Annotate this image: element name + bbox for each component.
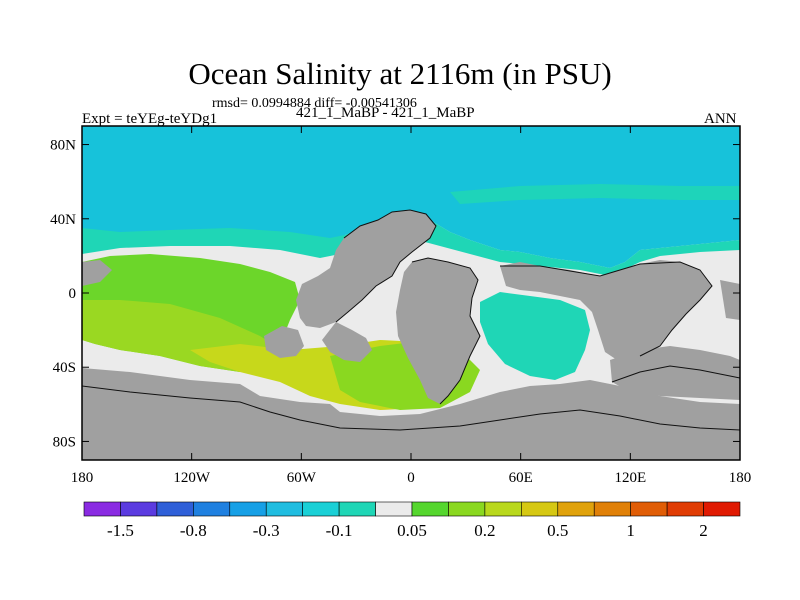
- colorbar-swatch: [83, 501, 121, 517]
- colorbar-label: 0.2: [474, 521, 495, 540]
- colorbar-swatch: [557, 501, 595, 517]
- x-tick-label: 180: [71, 470, 94, 486]
- colorbar-label: 0.5: [547, 521, 568, 540]
- colorbar-label: -0.1: [326, 521, 353, 540]
- colorbar-label: -0.8: [180, 521, 207, 540]
- axes: 180 120W 60W 0 60E 120E 180 80N 40N 0 40S 80S: [50, 126, 751, 486]
- x-tick-label: 120W: [173, 470, 211, 486]
- stats-label: rmsd= 0.0994884 diff= -0.00541306: [212, 96, 417, 111]
- colorbar-swatch: [265, 501, 303, 517]
- x-tick-label: 0: [407, 470, 415, 486]
- colorbar-swatch: [630, 501, 668, 517]
- colorbar-swatch: [338, 501, 376, 517]
- x-tick-label: 60E: [509, 470, 533, 486]
- colorbar-label: -1.5: [107, 521, 134, 540]
- colorbar-label: 1: [626, 521, 635, 540]
- colorbar: -1.5 -0.8 -0.3 -0.1 0.05 0.2 0.5 1 2: [83, 501, 741, 540]
- north-teal-band: [82, 214, 740, 276]
- colorbar-swatch: [229, 501, 267, 517]
- colorbar-swatch: [666, 501, 704, 517]
- land-mask: [82, 210, 740, 460]
- y-tick-label: 40N: [50, 212, 76, 228]
- x-tick-label: 180: [729, 470, 752, 486]
- coastlines: [82, 209, 740, 431]
- north-teal-streak: [450, 184, 740, 204]
- colorbar-label: 0.05: [397, 521, 427, 540]
- colorbar-swatch: [484, 501, 522, 517]
- y-tick-label: 80N: [50, 138, 76, 154]
- x-tick-label: 60W: [287, 470, 317, 486]
- indian-ocean-teal: [480, 292, 590, 380]
- colorbar-swatch: [703, 501, 741, 517]
- experiment-label: Expt = teYEg-teYDg1: [82, 111, 218, 127]
- colorbar-swatch: [448, 501, 486, 517]
- colorbar-swatch: [156, 501, 194, 517]
- colorbar-swatch: [593, 501, 631, 517]
- y-tick-label: 80S: [53, 434, 76, 450]
- chart-title: Ocean Salinity at 2116m (in PSU): [188, 56, 612, 91]
- x-tick-label: 120E: [614, 470, 646, 486]
- case-label: 421_1_MaBP - 421_1_MaBP: [296, 105, 475, 121]
- colorbar-label: -0.3: [253, 521, 280, 540]
- map-field: [82, 126, 740, 460]
- colorbar-swatch: [120, 501, 158, 517]
- colorbar-swatch: [521, 501, 559, 517]
- y-tick-label: 40S: [53, 360, 76, 376]
- colorbar-swatch: [302, 501, 340, 517]
- y-tick-label: 0: [69, 286, 77, 302]
- colorbar-label: 2: [699, 521, 708, 540]
- season-label: ANN: [704, 111, 737, 127]
- colorbar-swatch: [411, 501, 449, 517]
- colorbar-swatch: [375, 501, 413, 517]
- colorbar-swatch: [193, 501, 231, 517]
